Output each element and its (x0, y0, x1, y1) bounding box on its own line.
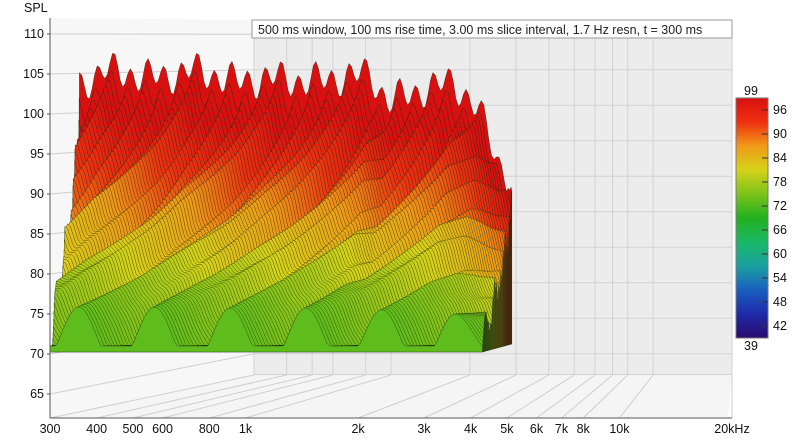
colorbar-tick-label: 54 (773, 271, 787, 285)
x-axis-ticks: 300 400 500 600 800 1k 2k 3k 4k 5k 6k 7k 8k 10k 20kHz (40, 422, 750, 436)
x-grid-floor (470, 374, 550, 419)
x-tick-label: 6k (530, 422, 544, 436)
colorbar: 99 39 42 48 54 60 66 72 78 84 90 96 (735, 84, 787, 353)
colorbar-gradient (735, 97, 769, 339)
colorbar-ticks: 42 48 54 60 66 72 78 84 90 96 (762, 103, 787, 333)
x-grid-floor (561, 374, 613, 419)
floor-plane (50, 375, 732, 418)
x-tick-label: 20kHz (714, 422, 749, 436)
y-tick-label: 70 (30, 347, 44, 361)
x-grid-floor (49, 374, 255, 419)
x-tick-label: 300 (40, 422, 61, 436)
colorbar-tick-label: 90 (773, 127, 787, 141)
x-grid-floor (619, 374, 654, 419)
colorbar-tick-label: 84 (773, 151, 787, 165)
x-tick-label: 2k (351, 422, 365, 436)
x-tick-label: 10k (609, 422, 630, 436)
y-tick-label: 90 (30, 187, 44, 201)
colorbar-tick-label: 72 (773, 199, 787, 213)
chart-title: 500 ms window, 100 ms rise time, 3.00 ms… (258, 23, 702, 37)
x-grid-floor (536, 374, 596, 419)
y-grid-side (49, 353, 255, 395)
x-tick-label: 7k (555, 422, 569, 436)
x-grid-floor (582, 374, 629, 419)
x-tick-label: 5k (500, 422, 514, 436)
colorbar-max-label: 99 (744, 84, 758, 98)
x-grid-floor (132, 374, 313, 419)
x-grid-floor (245, 374, 392, 419)
y-tick-label: 110 (24, 27, 44, 41)
colorbar-tick-label: 48 (773, 295, 787, 309)
y-tick-label: 85 (30, 227, 44, 241)
y-tick-label: 80 (30, 267, 44, 281)
x-grid-floor (162, 374, 334, 419)
y-axis-label: SPL (24, 1, 48, 15)
colorbar-tick-label: 60 (773, 247, 787, 261)
x-tick-label: 3k (417, 422, 431, 436)
y-tick-label: 95 (30, 147, 44, 161)
y-tick-label: 75 (30, 307, 44, 321)
colorbar-tick-label: 96 (773, 103, 787, 117)
colorbar-tick-label: 78 (773, 175, 787, 189)
info-box: 500 ms window, 100 ms rise time, 3.00 ms… (251, 19, 733, 39)
x-tick-label: 800 (199, 422, 220, 436)
x-tick-label: 500 (123, 422, 144, 436)
x-tick-label: 8k (577, 422, 591, 436)
x-grid-floor (423, 374, 517, 419)
x-grid-floor (209, 374, 366, 419)
x-grid-floor (357, 374, 471, 419)
x-grid-floor (96, 374, 287, 419)
colorbar-min-label: 39 (744, 339, 758, 353)
colorbar-tick-label: 66 (773, 223, 787, 237)
y-tick-label: 100 (23, 107, 44, 121)
waterfall-slice (49, 306, 483, 353)
x-tick-label: 1k (239, 422, 253, 436)
front-frame (49, 18, 732, 419)
x-tick-label: 4k (464, 422, 478, 436)
x-grid-floor (506, 374, 575, 419)
y-tick-label: 105 (23, 67, 44, 81)
colorbar-tick-label: 42 (773, 319, 787, 333)
x-tick-label: 600 (152, 422, 173, 436)
waterfall-surface (49, 53, 513, 353)
x-tick-label: 400 (86, 422, 107, 436)
y-axis-ticks: 65 70 75 80 85 90 95 100 105 110 (23, 27, 50, 401)
y-tick-label: 65 (30, 387, 44, 401)
